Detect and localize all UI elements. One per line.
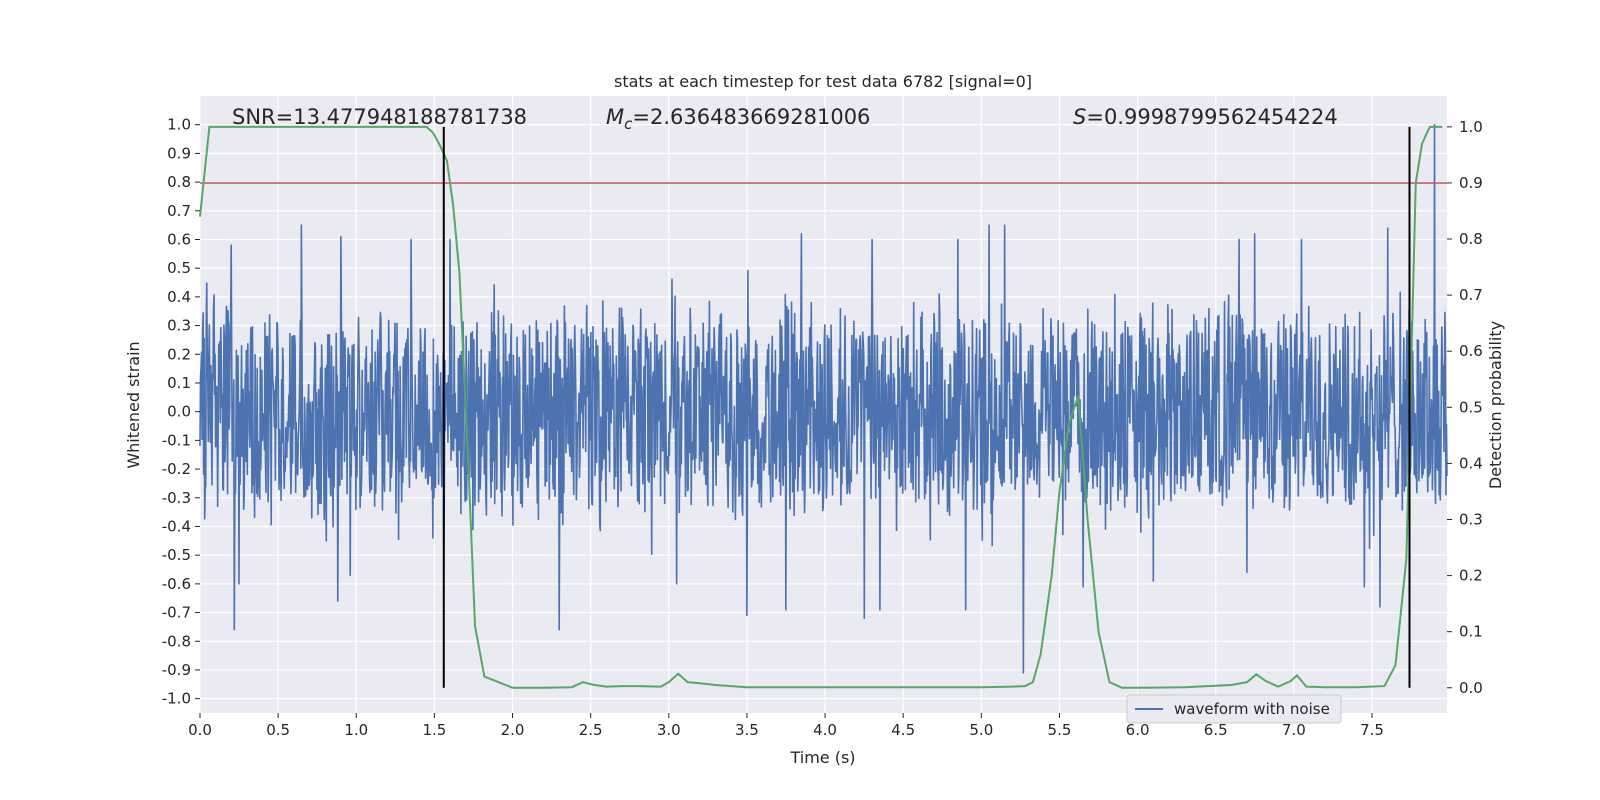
y-axis-ticks: 1.0 0.9 0.8 0.7 0.6 0.5 0.4 0.3 0.2 0.1 0.0 -0.1 -0.… [162,116,200,708]
snr-annotation: SNR=13.477948188781738 [232,105,527,129]
x-tick-label: 7.0 [1282,721,1306,739]
x-tick-label: 6.0 [1126,721,1150,739]
y2-tick-label: 0.5 [1459,398,1483,416]
s-symbol: S [1073,105,1086,129]
y-tick-label: -0.2 [162,460,191,478]
y-tick-label: -1.0 [162,690,191,708]
s-value: =0.9998799562454224 [1086,105,1337,129]
x-tick-label: 7.5 [1360,721,1384,739]
detection-probability-line [199,125,1443,689]
y-tick-label: 0.4 [167,288,191,306]
y2-axis-ticks: 1.0 0.9 0.8 0.7 0.6 0.5 0.4 0.3 0.2 0.1 0.0 [1447,118,1483,697]
y-tick-label: 0.1 [167,374,191,392]
waveform-series [199,123,1448,674]
y2-axis-label: Detection probability [1486,321,1505,489]
legend: waveform with noise [1126,694,1342,724]
y-tick-label: -0.9 [162,661,191,679]
x-tick-label: 4.0 [813,721,837,739]
y2-tick-label: 0.3 [1459,510,1483,528]
legend-label: waveform with noise [1174,700,1330,718]
y-tick-label: 0.2 [167,345,191,363]
y2-tick-label: 0.8 [1459,230,1483,248]
x-tick-label: 3.0 [657,721,681,739]
x-tick-label: 6.5 [1204,721,1228,739]
x-tick-label: 0.5 [266,721,290,739]
y2-tick-label: 0.2 [1459,567,1483,585]
x-tick-label: 0.0 [188,721,212,739]
x-tick-label: 1.0 [344,721,368,739]
y2-tick-label: 0.1 [1459,623,1483,641]
y2-tick-label: 1.0 [1459,118,1483,136]
y-tick-label: -0.4 [162,517,191,535]
y-tick-label: 0.6 [167,230,191,248]
y-tick-label: 0.7 [167,202,191,220]
y2-tick-label: 0.9 [1459,174,1483,192]
chirp-mass-value: =2.636483669281006 [632,105,870,129]
y-tick-label: -0.3 [162,489,191,507]
plot-area [199,96,1448,713]
s-annotation: S=0.9998799562454224 [1073,105,1338,129]
x-tick-label: 1.5 [422,721,446,739]
y2-tick-label: 0.4 [1459,454,1483,472]
x-tick-label: 3.5 [735,721,759,739]
x-tick-label: 5.5 [1048,721,1072,739]
waveform-line [199,123,1448,674]
x-tick-label: 4.5 [891,721,915,739]
x-tick-label: 2.5 [579,721,603,739]
legend-box [1126,694,1342,724]
y-tick-label: -0.1 [162,431,191,449]
y-tick-label: -0.8 [162,632,191,650]
chirp-mass-annotation: Mc=2.636483669281006 [606,105,870,133]
y-tick-label: -0.5 [162,546,191,564]
y-axis-label: Whitened strain [124,341,143,468]
chart-title: stats at each timestep for test data 678… [614,72,1032,91]
y-tick-label: 1.0 [167,116,191,134]
x-tick-label: 5.0 [969,721,993,739]
y-tick-label: 0.0 [167,403,191,421]
y2-tick-label: 0.0 [1459,679,1483,697]
y2-tick-label: 0.7 [1459,286,1483,304]
y-tick-label: -0.6 [162,575,191,593]
y-tick-label: 0.5 [167,259,191,277]
x-tick-label: 2.0 [501,721,525,739]
y-tick-label: 0.8 [167,173,191,191]
chirp-mass-subscript: c [624,115,633,133]
chirp-mass-symbol: M [606,105,624,129]
x-axis-ticks: 0.0 0.5 1.0 1.5 2.0 2.5 3.0 3.5 4.0 4.5 5.0 5.5 6.0 6… [188,713,1384,739]
y-tick-label: 0.3 [167,317,191,335]
y-tick-label: 0.9 [167,144,191,162]
y-tick-label: -0.7 [162,604,191,622]
x-axis-label: Time (s) [789,748,855,767]
overlay-lines [199,125,1447,689]
y2-tick-label: 0.6 [1459,342,1483,360]
